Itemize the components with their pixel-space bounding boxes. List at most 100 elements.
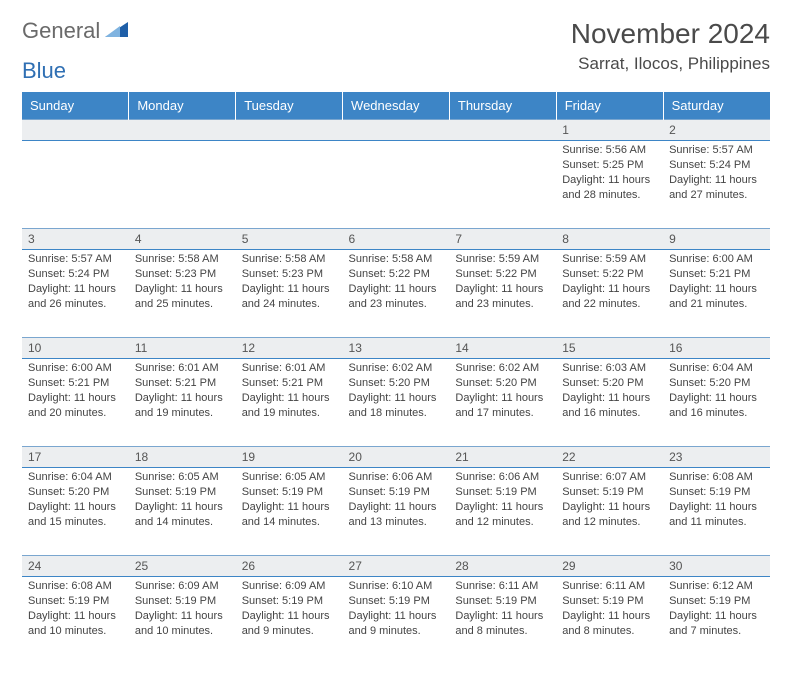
day-number-cell: 14 <box>449 338 556 359</box>
sunset-text: Sunset: 5:19 PM <box>242 594 337 609</box>
daylight-text: Daylight: 11 hours and 9 minutes. <box>242 609 337 639</box>
sunset-text: Sunset: 5:21 PM <box>28 376 123 391</box>
day-cell: Sunrise: 6:11 AMSunset: 5:19 PMDaylight:… <box>556 577 663 665</box>
page-title: November 2024 <box>571 18 770 50</box>
sunrise-text: Sunrise: 6:02 AM <box>349 361 444 376</box>
sunrise-text: Sunrise: 6:11 AM <box>455 579 550 594</box>
sunrise-text: Sunrise: 6:11 AM <box>562 579 657 594</box>
sunrise-text: Sunrise: 5:59 AM <box>562 252 657 267</box>
daylight-text: Daylight: 11 hours and 25 minutes. <box>135 282 230 312</box>
sunrise-text: Sunrise: 6:09 AM <box>242 579 337 594</box>
daynum-row: 24252627282930 <box>22 556 770 577</box>
day-cell: Sunrise: 6:05 AMSunset: 5:19 PMDaylight:… <box>129 468 236 556</box>
sunrise-text: Sunrise: 6:07 AM <box>562 470 657 485</box>
daylight-text: Daylight: 11 hours and 15 minutes. <box>28 500 123 530</box>
daylight-text: Daylight: 11 hours and 18 minutes. <box>349 391 444 421</box>
day-number-cell: 25 <box>129 556 236 577</box>
day-number-cell: 12 <box>236 338 343 359</box>
day-number-cell: 5 <box>236 229 343 250</box>
content-row: Sunrise: 5:57 AMSunset: 5:24 PMDaylight:… <box>22 250 770 338</box>
day-number-cell: 28 <box>449 556 556 577</box>
day-number-cell: 8 <box>556 229 663 250</box>
sunrise-text: Sunrise: 6:02 AM <box>455 361 550 376</box>
daylight-text: Daylight: 11 hours and 22 minutes. <box>562 282 657 312</box>
day-number-cell: 11 <box>129 338 236 359</box>
sunrise-text: Sunrise: 6:04 AM <box>28 470 123 485</box>
sunrise-text: Sunrise: 6:00 AM <box>28 361 123 376</box>
sunset-text: Sunset: 5:20 PM <box>349 376 444 391</box>
day-number-cell: 19 <box>236 447 343 468</box>
content-row: Sunrise: 5:56 AMSunset: 5:25 PMDaylight:… <box>22 141 770 229</box>
day-cell: Sunrise: 5:59 AMSunset: 5:22 PMDaylight:… <box>556 250 663 338</box>
day-number-cell: 15 <box>556 338 663 359</box>
day-header: Wednesday <box>343 92 450 120</box>
day-cell: Sunrise: 6:12 AMSunset: 5:19 PMDaylight:… <box>663 577 770 665</box>
sunrise-text: Sunrise: 6:01 AM <box>135 361 230 376</box>
day-header: Thursday <box>449 92 556 120</box>
day-number-cell: 2 <box>663 120 770 141</box>
day-cell: Sunrise: 6:07 AMSunset: 5:19 PMDaylight:… <box>556 468 663 556</box>
daylight-text: Daylight: 11 hours and 23 minutes. <box>455 282 550 312</box>
sunset-text: Sunset: 5:19 PM <box>455 485 550 500</box>
daylight-text: Daylight: 11 hours and 14 minutes. <box>135 500 230 530</box>
sunrise-text: Sunrise: 6:03 AM <box>562 361 657 376</box>
sunset-text: Sunset: 5:19 PM <box>349 485 444 500</box>
sunset-text: Sunset: 5:20 PM <box>28 485 123 500</box>
daylight-text: Daylight: 11 hours and 10 minutes. <box>135 609 230 639</box>
daylight-text: Daylight: 11 hours and 28 minutes. <box>562 173 657 203</box>
day-number-cell: 17 <box>22 447 129 468</box>
title-block: November 2024 Sarrat, Ilocos, Philippine… <box>571 18 770 74</box>
sunset-text: Sunset: 5:20 PM <box>455 376 550 391</box>
day-header: Monday <box>129 92 236 120</box>
daylight-text: Daylight: 11 hours and 24 minutes. <box>242 282 337 312</box>
day-cell: Sunrise: 6:05 AMSunset: 5:19 PMDaylight:… <box>236 468 343 556</box>
sunrise-text: Sunrise: 5:58 AM <box>135 252 230 267</box>
day-cell <box>449 141 556 229</box>
daylight-text: Daylight: 11 hours and 27 minutes. <box>669 173 764 203</box>
content-row: Sunrise: 6:04 AMSunset: 5:20 PMDaylight:… <box>22 468 770 556</box>
daylight-text: Daylight: 11 hours and 14 minutes. <box>242 500 337 530</box>
logo: General <box>22 18 131 44</box>
day-cell: Sunrise: 6:09 AMSunset: 5:19 PMDaylight:… <box>129 577 236 665</box>
sunset-text: Sunset: 5:19 PM <box>135 594 230 609</box>
day-number-cell: 23 <box>663 447 770 468</box>
day-number-cell: 13 <box>343 338 450 359</box>
sunrise-text: Sunrise: 5:59 AM <box>455 252 550 267</box>
sunset-text: Sunset: 5:19 PM <box>669 485 764 500</box>
day-header: Saturday <box>663 92 770 120</box>
sunset-text: Sunset: 5:19 PM <box>562 485 657 500</box>
daylight-text: Daylight: 11 hours and 26 minutes. <box>28 282 123 312</box>
daylight-text: Daylight: 11 hours and 16 minutes. <box>562 391 657 421</box>
day-number-cell: 22 <box>556 447 663 468</box>
day-cell: Sunrise: 5:58 AMSunset: 5:23 PMDaylight:… <box>236 250 343 338</box>
day-number-cell: 9 <box>663 229 770 250</box>
sunrise-text: Sunrise: 6:06 AM <box>349 470 444 485</box>
day-cell: Sunrise: 5:58 AMSunset: 5:22 PMDaylight:… <box>343 250 450 338</box>
day-cell: Sunrise: 5:57 AMSunset: 5:24 PMDaylight:… <box>22 250 129 338</box>
sunset-text: Sunset: 5:19 PM <box>242 485 337 500</box>
sunset-text: Sunset: 5:20 PM <box>669 376 764 391</box>
sunrise-text: Sunrise: 5:57 AM <box>28 252 123 267</box>
day-cell <box>129 141 236 229</box>
sunset-text: Sunset: 5:21 PM <box>669 267 764 282</box>
day-header-row: SundayMondayTuesdayWednesdayThursdayFrid… <box>22 92 770 120</box>
sunrise-text: Sunrise: 6:00 AM <box>669 252 764 267</box>
daylight-text: Daylight: 11 hours and 13 minutes. <box>349 500 444 530</box>
sunrise-text: Sunrise: 5:58 AM <box>242 252 337 267</box>
day-cell <box>343 141 450 229</box>
daynum-row: 17181920212223 <box>22 447 770 468</box>
daynum-row: 3456789 <box>22 229 770 250</box>
day-number-cell: 21 <box>449 447 556 468</box>
sunrise-text: Sunrise: 5:56 AM <box>562 143 657 158</box>
daylight-text: Daylight: 11 hours and 12 minutes. <box>562 500 657 530</box>
daylight-text: Daylight: 11 hours and 8 minutes. <box>455 609 550 639</box>
sunset-text: Sunset: 5:20 PM <box>562 376 657 391</box>
daylight-text: Daylight: 11 hours and 16 minutes. <box>669 391 764 421</box>
content-row: Sunrise: 6:08 AMSunset: 5:19 PMDaylight:… <box>22 577 770 665</box>
sunrise-text: Sunrise: 6:04 AM <box>669 361 764 376</box>
day-cell: Sunrise: 6:02 AMSunset: 5:20 PMDaylight:… <box>343 359 450 447</box>
daylight-text: Daylight: 11 hours and 19 minutes. <box>242 391 337 421</box>
day-number-cell <box>343 120 450 141</box>
day-header: Tuesday <box>236 92 343 120</box>
sunrise-text: Sunrise: 6:09 AM <box>135 579 230 594</box>
